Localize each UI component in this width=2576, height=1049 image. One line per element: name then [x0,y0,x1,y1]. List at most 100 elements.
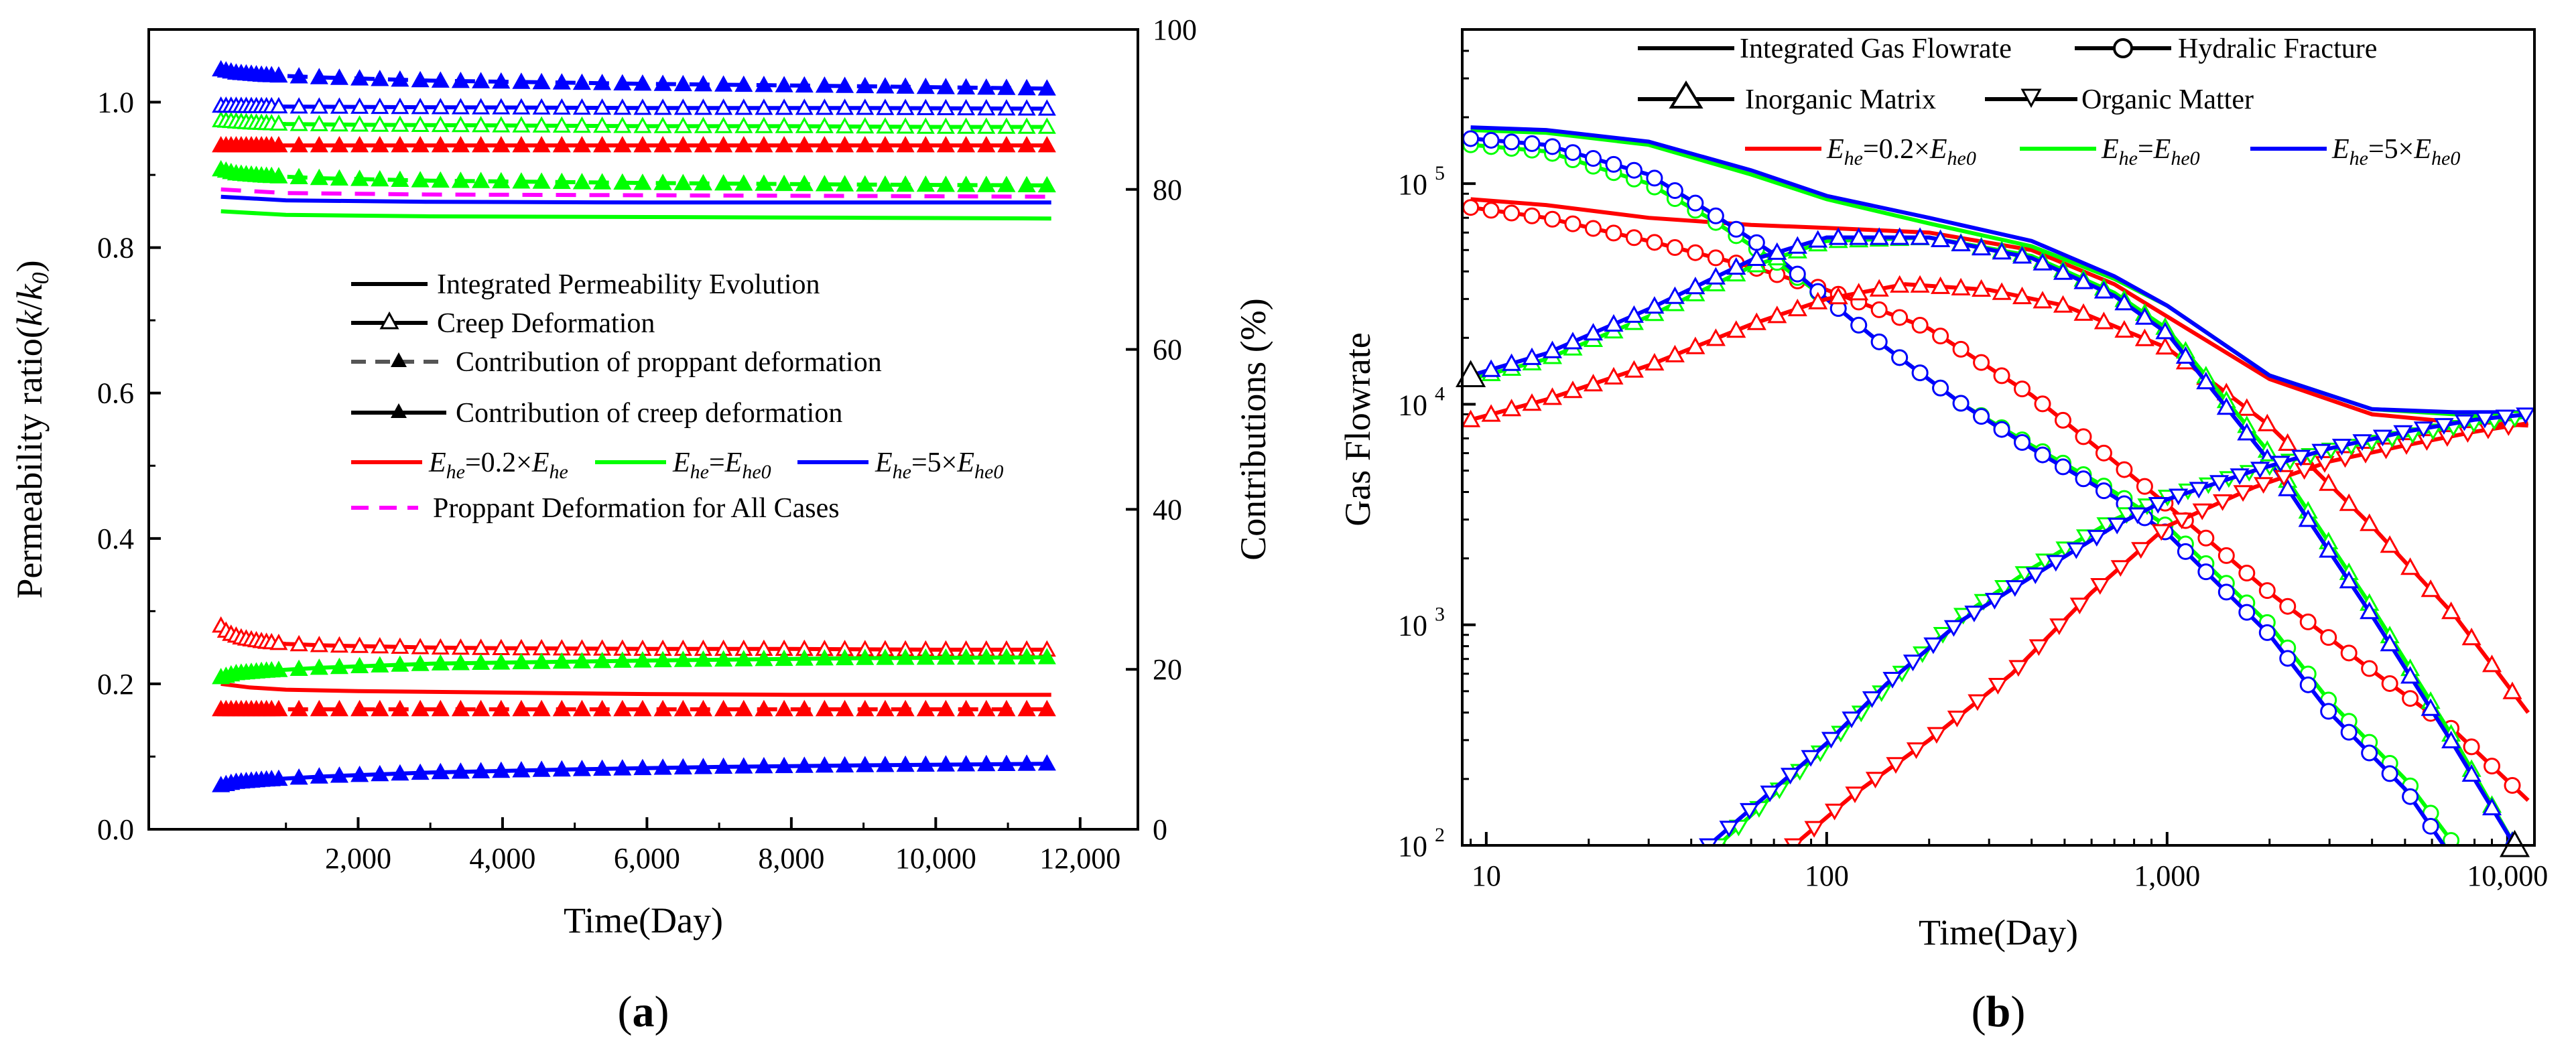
series-marker [613,74,632,90]
series-marker [1522,393,1542,411]
series-marker [1037,99,1056,116]
series-marker [673,173,692,190]
series-marker [371,169,389,187]
series-marker [997,176,1016,192]
series-marker [775,174,793,192]
series-marker [755,650,773,667]
series-marker [694,75,712,92]
series-marker [1687,194,1704,212]
series-marker [2294,463,2315,480]
chart-a-frame [147,28,1139,831]
series-marker [1542,387,1563,405]
series-marker [997,78,1016,95]
y2-tick-label: 20 [1153,653,1182,686]
series-marker [552,73,571,90]
series-marker [2110,560,2130,577]
series-marker [1903,654,1923,672]
series-marker [2033,291,2053,309]
series-marker [795,699,814,717]
series-marker [876,136,895,153]
series-marker [916,77,935,94]
svg-text:Ehe=0.2×Ehe0: Ehe=0.2×Ehe0 [1826,134,1976,169]
legend-a-case-red: Ehe=0.2×Ehe [351,447,568,483]
series-marker [2148,497,2168,514]
series-marker [673,98,692,115]
series-marker [1890,227,1910,245]
series-marker [2400,666,2421,684]
series-marker [2238,565,2256,582]
series-marker [1748,234,1765,251]
series-marker [1882,672,1903,689]
series-marker [1845,786,1865,804]
series-marker [936,176,955,192]
series-marker [916,98,935,115]
series-marker [2075,428,2092,445]
series-marker [795,136,814,153]
series-marker [1605,155,1622,173]
series-marker [411,98,430,115]
series-marker [1891,309,1909,326]
series-marker [916,755,935,772]
series-marker [431,762,450,780]
series-marker [977,98,996,116]
series-marker [2396,438,2417,455]
series-marker [2380,634,2400,652]
series-marker [714,98,733,115]
series-marker [2094,281,2114,299]
series-marker [2172,512,2192,530]
series-marker [572,98,591,115]
series-marker [1017,648,1036,665]
legend-b-entry-inorganic: Inorganic Matrix [1638,80,1936,115]
series-marker [1973,354,1990,371]
series-marker [1017,754,1036,771]
svg-text:Ehe=5×Ehe0: Ehe=5×Ehe0 [875,447,1003,483]
series-marker [856,117,875,134]
series-marker [2457,426,2478,443]
y-tick-exponent: 3 [1435,604,1445,626]
series-marker [269,136,288,153]
series-marker [694,136,712,153]
chart-a-legend: Integrated Permeability Evolution Creep … [351,269,1003,524]
series-marker [572,699,591,717]
axis-end-marker [1456,360,1486,387]
series-marker [1666,182,1683,200]
series-marker [633,136,652,153]
series-marker [1910,275,1930,293]
series-marker [552,652,571,669]
series-marker [1890,275,1910,293]
series-marker [2014,434,2031,451]
series-marker [1850,316,1868,334]
series-marker [653,74,672,91]
series-marker [734,174,753,191]
series-marker [330,766,348,783]
y2-tick-label: 40 [1153,493,1182,526]
series-marker [815,76,834,93]
series-marker [734,98,753,115]
series-marker [2437,430,2457,447]
series-marker [1685,336,1705,354]
series-marker [411,136,430,153]
series-marker [1687,244,1704,261]
series-marker [1943,620,1964,637]
series-marker [1828,287,1848,305]
chart-a-panel-label: (a) [618,987,669,1036]
series-marker [2361,744,2378,762]
series-marker [673,758,692,775]
y2-tick-label: 60 [1153,334,1182,366]
series-marker [1563,332,1583,350]
y-tick-exponent: 4 [1435,382,1445,405]
chart-a: 2,000 4,000 6,000 8,000 10,000 12,000 0.0 0.2 0.… [9,13,1273,1036]
series-marker [350,136,369,153]
series-marker [1017,136,1036,153]
series-marker [2033,253,2053,271]
series-marker [1972,238,1992,256]
series-marker [371,97,389,115]
series-marker [552,136,571,153]
series-marker [1482,131,1500,149]
series-marker [451,115,470,133]
series-marker [1503,204,1521,222]
series-marker [856,756,875,772]
series-marker [896,77,915,94]
series-marker [2005,580,2025,597]
